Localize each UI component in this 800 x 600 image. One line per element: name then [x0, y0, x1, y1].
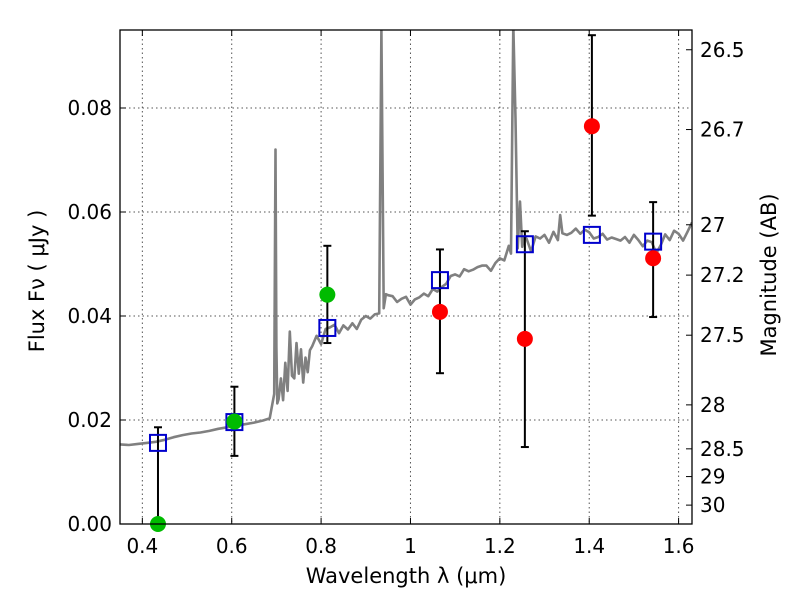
- ticks: 0.4 0.6 0.8 1 1.2 1.4 1.6 0.00 0.02 0.04 0.06 0.08 2…: [67, 30, 745, 558]
- plot-frame: [119, 29, 693, 525]
- green-data-point: [226, 413, 243, 430]
- mag-tick-label: 27: [700, 213, 725, 237]
- x-tick-label: 0.4: [126, 534, 158, 558]
- mag-tick-label: 28: [700, 393, 725, 417]
- red-data-point: [516, 330, 533, 347]
- model-photometry-square: [515, 235, 534, 254]
- right-axis-label: Magnitude (AB): [757, 193, 781, 356]
- x-tick-label: 1.2: [484, 534, 516, 558]
- x-tick-label: 0.8: [305, 534, 337, 558]
- y-tick-label: 0.00: [67, 512, 112, 536]
- mag-tick-label: 29: [700, 465, 725, 489]
- mag-tick-label: 27.5: [700, 323, 745, 347]
- grid: [120, 30, 692, 524]
- y-tick-label: 0.08: [67, 96, 112, 120]
- mag-tick-label: 26.5: [700, 38, 745, 62]
- mag-tick-label: 28.5: [700, 437, 745, 461]
- mag-tick-label: 27.2: [700, 263, 745, 287]
- red-data-point: [645, 250, 662, 267]
- model-photometry-square: [644, 232, 663, 251]
- y-tick-label: 0.06: [67, 200, 112, 224]
- mag-tick-label: 26.7: [700, 118, 745, 142]
- spectrum-series: [120, 30, 692, 447]
- y-tick-label: 0.02: [67, 408, 112, 432]
- x-tick-label: 1.4: [573, 534, 605, 558]
- y-axis-label: Flux Fν ( μJy ): [25, 210, 49, 353]
- model-photometry-square: [582, 225, 601, 244]
- spectrum-line: [120, 30, 692, 447]
- mag-tick-label: 30: [700, 493, 725, 517]
- x-tick-label: 0.6: [216, 534, 248, 558]
- y-tick-label: 0.04: [67, 304, 112, 328]
- model-photometry-square: [148, 433, 167, 452]
- red-data-point: [583, 118, 600, 135]
- x-tick-label: 1.6: [663, 534, 695, 558]
- red-data-point: [431, 303, 448, 320]
- x-tick-label: 1: [404, 534, 417, 558]
- x-axis-label: Wavelength λ (μm): [306, 564, 507, 588]
- green-data-point: [319, 286, 336, 303]
- model-photometry-square: [430, 271, 449, 290]
- model-photometry-square: [318, 318, 337, 337]
- markers: [148, 118, 663, 532]
